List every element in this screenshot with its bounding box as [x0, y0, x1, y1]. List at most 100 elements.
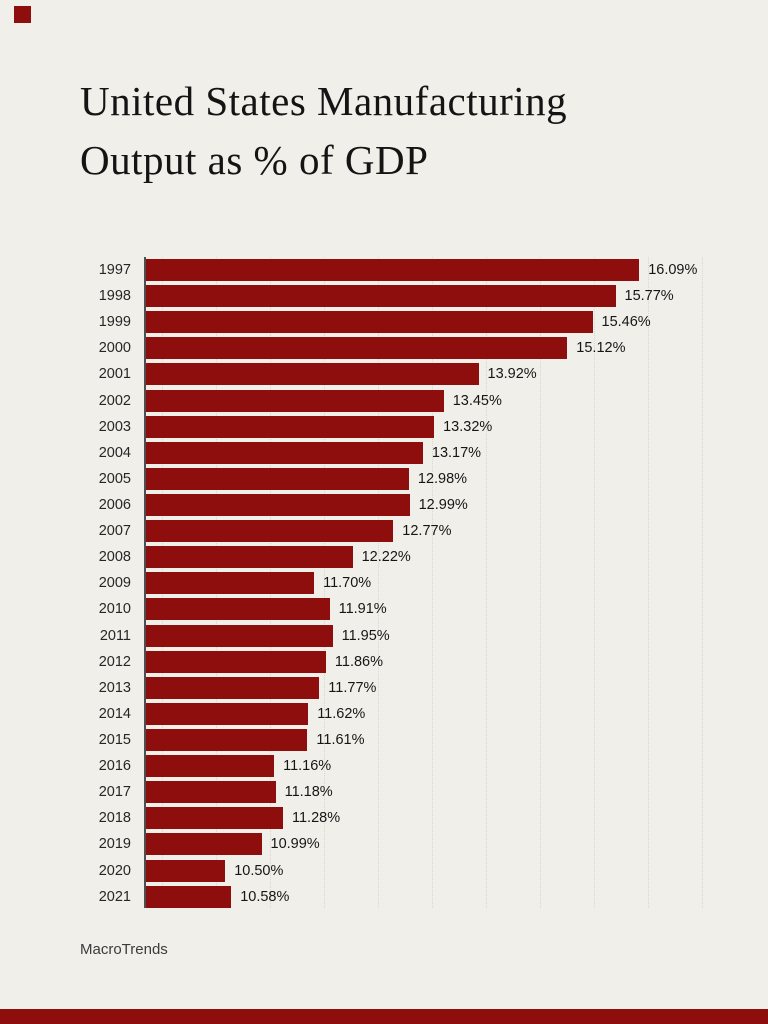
- year-label: 2008: [98, 549, 131, 566]
- year-label: 2016: [98, 758, 131, 775]
- value-label: 10.50%: [234, 862, 284, 879]
- brand-accent-square: [14, 6, 31, 23]
- chart-row: 2006 12.99%: [0, 492, 768, 518]
- value-label: 11.62%: [317, 705, 366, 722]
- chart-rows: 1997 16.09% 1998 15.77% 1999 15.46% 2000 15.12%…: [0, 257, 768, 910]
- year-label: 2004: [98, 444, 131, 461]
- value-label: 15.12%: [576, 340, 626, 357]
- year-label: 2021: [98, 888, 131, 905]
- chart-row: 2010 11.91%: [0, 596, 768, 622]
- gridline: [539, 257, 541, 908]
- bar: [146, 389, 444, 412]
- chart-title: United States Manufacturing Output as % …: [80, 72, 567, 190]
- bar: [146, 650, 326, 673]
- gridline: [431, 257, 433, 908]
- chart-row: 2003 13.32%: [0, 414, 768, 440]
- year-label: 2012: [98, 653, 131, 670]
- bar: [146, 833, 262, 856]
- chart-row: 2020 10.50%: [0, 858, 768, 884]
- value-label: 13.92%: [487, 366, 537, 383]
- year-label: 2018: [98, 810, 131, 827]
- bar: [146, 259, 640, 282]
- gridline: [377, 257, 379, 908]
- source-attribution: MacroTrends: [80, 941, 168, 958]
- chart-row: 1998 15.77%: [0, 283, 768, 309]
- year-label: 2002: [98, 392, 131, 409]
- year-label: 2003: [98, 418, 131, 435]
- bar: [146, 807, 283, 830]
- chart-title-line-1: United States Manufacturing: [80, 78, 568, 124]
- bar: [146, 598, 330, 621]
- chart-row: 2015 11.61%: [0, 727, 768, 753]
- footer-accent-bar: [0, 1009, 768, 1024]
- value-label: 11.95%: [341, 627, 390, 644]
- year-label: 2009: [98, 575, 131, 592]
- value-label: 11.18%: [284, 784, 333, 801]
- year-label: 2011: [99, 627, 131, 644]
- value-label: 11.77%: [328, 679, 377, 696]
- year-label: 2010: [98, 601, 131, 618]
- bar: [146, 337, 568, 360]
- bar: [146, 702, 309, 725]
- bar-chart: 1997 16.09% 1998 15.77% 1999 15.46% 2000 15.12%…: [0, 257, 768, 910]
- bar: [146, 755, 275, 778]
- gridline: [323, 257, 325, 908]
- chart-row: 2011 11.95%: [0, 623, 768, 649]
- chart-row: 2007 12.77%: [0, 518, 768, 544]
- year-label: 2005: [98, 470, 131, 487]
- chart-row: 2002 13.45%: [0, 388, 768, 414]
- chart-row: 2005 12.98%: [0, 466, 768, 492]
- year-label: 2019: [98, 836, 131, 853]
- year-label: 2015: [98, 732, 131, 749]
- bar: [146, 467, 409, 490]
- chart-row: 2016 11.16%: [0, 753, 768, 779]
- value-label: 11.16%: [283, 758, 332, 775]
- bar: [146, 781, 276, 804]
- gridline: [647, 257, 649, 908]
- bar: [146, 363, 479, 386]
- year-label: 1998: [98, 288, 131, 305]
- year-label: 2006: [98, 497, 131, 514]
- value-label: 10.58%: [240, 888, 290, 905]
- chart-row: 2021 10.58%: [0, 884, 768, 910]
- bar: [146, 885, 232, 908]
- gridline: [485, 257, 487, 908]
- value-label: 12.22%: [361, 549, 411, 566]
- value-label: 12.77%: [402, 523, 452, 540]
- chart-row: 2008 12.22%: [0, 544, 768, 570]
- value-label: 15.46%: [601, 314, 651, 331]
- value-label: 15.77%: [624, 288, 674, 305]
- bar: [146, 494, 410, 517]
- bar: [146, 676, 320, 699]
- chart-row: 1997 16.09%: [0, 257, 768, 283]
- value-label: 13.32%: [443, 418, 493, 435]
- y-axis-line: [144, 257, 146, 908]
- chart-row: 2018 11.28%: [0, 805, 768, 831]
- year-label: 2014: [98, 705, 131, 722]
- year-label: 2000: [98, 340, 131, 357]
- bar: [146, 859, 226, 882]
- value-label: 11.28%: [292, 810, 341, 827]
- bar: [146, 520, 394, 543]
- bar: [146, 624, 333, 647]
- gridline: [593, 257, 595, 908]
- chart-row: 2009 11.70%: [0, 570, 768, 596]
- value-label: 12.98%: [417, 470, 468, 487]
- chart-row: 2017 11.18%: [0, 779, 768, 805]
- value-label: 11.86%: [334, 653, 383, 670]
- year-label: 2020: [98, 862, 131, 879]
- value-label: 13.45%: [452, 392, 502, 409]
- value-label: 13.17%: [431, 444, 482, 461]
- chart-row: 2001 13.92%: [0, 361, 768, 387]
- bar: [146, 572, 315, 595]
- bar: [146, 441, 423, 464]
- year-label: 2017: [98, 784, 131, 801]
- chart-row: 1999 15.46%: [0, 309, 768, 335]
- chart-row: 2000 15.12%: [0, 335, 768, 361]
- bar: [146, 415, 435, 438]
- bar: [146, 311, 593, 334]
- bar: [146, 285, 616, 308]
- chart-row: 2013 11.77%: [0, 675, 768, 701]
- value-label: 11.70%: [323, 575, 372, 592]
